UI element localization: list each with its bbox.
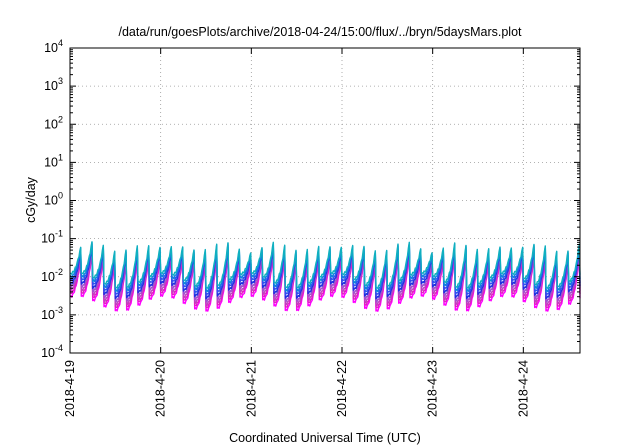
y-tick-base: 10 (41, 308, 55, 322)
grid (70, 48, 580, 353)
y-tick-exponent: 3 (58, 76, 63, 86)
x-axis: 2018-4-19 2018-4-20 2018-4-21 2018-4-22 2018… (63, 48, 530, 417)
series-line-7 (69, 241, 581, 293)
y-tick-exponent: 0 (58, 191, 63, 201)
y-tick-base: 10 (41, 346, 55, 360)
series-line-4 (69, 248, 581, 303)
y-tick-label: 103 (44, 76, 63, 93)
y-tick-exponent: -1 (55, 229, 63, 239)
y-tick-base: 10 (41, 232, 55, 246)
x-tick-label: 2018-4-20 (154, 360, 168, 417)
chart-title: /data/run/goesPlots/archive/2018-04-24/1… (118, 25, 522, 39)
y-tick-exponent: -4 (55, 343, 63, 353)
y-tick-label: 10-1 (41, 229, 63, 246)
series-line-8 (69, 241, 581, 289)
x-tick-label: 2018-4-19 (63, 360, 77, 417)
series-line-2 (69, 251, 581, 309)
x-tick-label: 2018-4-23 (426, 360, 440, 417)
x-axis-label: Coordinated Universal Time (UTC) (229, 431, 421, 445)
y-tick-label: 101 (44, 152, 63, 169)
series-line-1 (69, 251, 581, 312)
y-tick-base: 10 (44, 79, 58, 93)
y-tick-base: 10 (44, 194, 58, 208)
y-tick-exponent: -2 (55, 267, 63, 277)
y-tick-label: 10-2 (41, 267, 63, 284)
series-line-3 (69, 250, 581, 306)
x-tick-label: 2018-4-22 (335, 360, 349, 417)
data-series-group (69, 241, 581, 312)
y-tick-base: 10 (44, 41, 58, 55)
y-tick-base: 10 (44, 155, 58, 169)
y-tick-label: 10-4 (41, 343, 63, 360)
y-tick-label: 104 (44, 38, 63, 55)
y-tick-base: 10 (41, 270, 55, 284)
y-tick-exponent: 4 (58, 38, 63, 48)
y-tick-label: 100 (44, 191, 63, 208)
x-tick-label: 2018-4-21 (244, 360, 258, 417)
y-tick-base: 10 (44, 117, 58, 131)
y-tick-exponent: -3 (55, 305, 63, 315)
series-line-6 (69, 243, 581, 297)
y-tick-exponent: 1 (58, 152, 63, 162)
y-tick-label: 102 (44, 114, 63, 131)
y-tick-label: 10-3 (41, 305, 63, 322)
x-tick-label: 2018-4-24 (516, 360, 530, 417)
y-axis-label: cGy/day (24, 176, 38, 223)
y-tick-exponent: 2 (58, 114, 63, 124)
series-line-5 (69, 245, 581, 300)
